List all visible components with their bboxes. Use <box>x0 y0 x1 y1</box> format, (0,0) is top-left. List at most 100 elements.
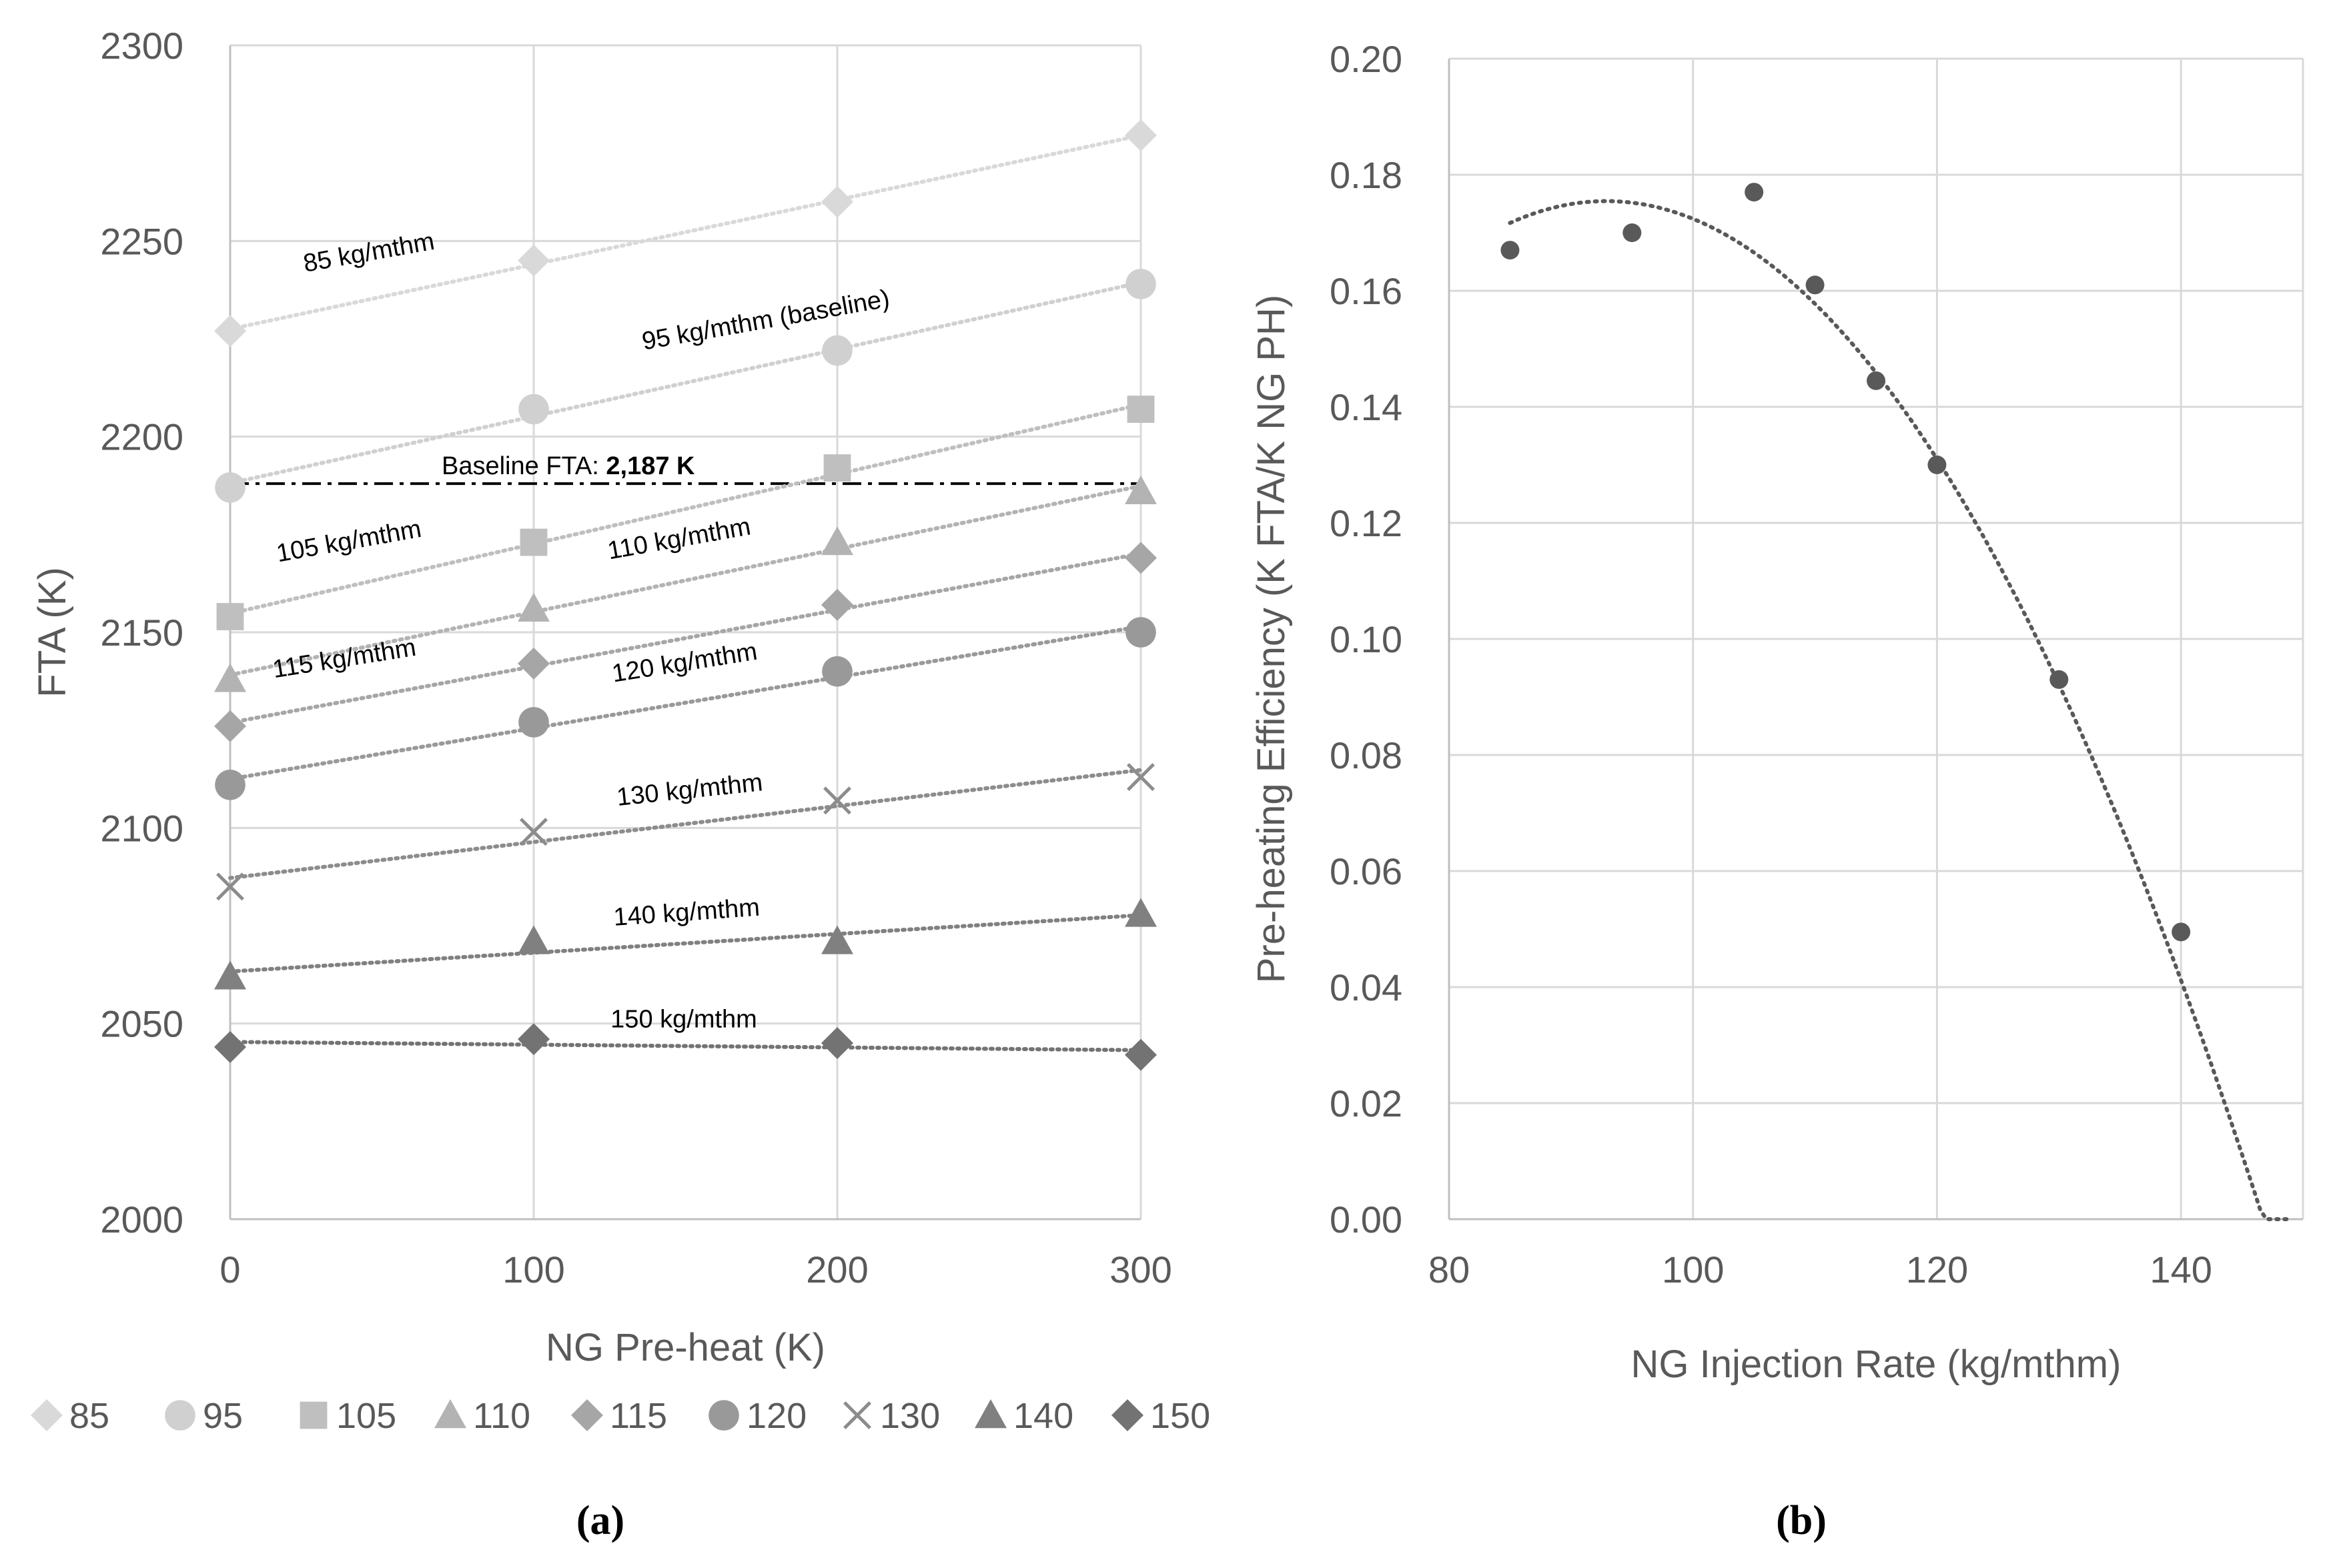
chart-a-y-tick-label: 2000 <box>100 1199 183 1241</box>
chart-a-point-130-0 <box>216 872 244 901</box>
chart-a-point-95-300 <box>1125 269 1156 299</box>
chart-a-point-130-100-stroke-2 <box>520 818 548 846</box>
chart-a-y-tick-label: 2300 <box>100 25 183 67</box>
chart-a-point-150-200 <box>821 1027 853 1059</box>
chart-b-x-tick-label: 140 <box>2150 1249 2212 1291</box>
chart-a-series-lines <box>228 133 1143 1052</box>
chart-a-x-tick-label: 0 <box>219 1249 240 1291</box>
chart-a-point-110-200 <box>821 526 853 556</box>
chart-a-series-label-130: 130 kg/mthm <box>615 768 764 812</box>
chart-a-point-130-100 <box>520 818 548 846</box>
chart-a-legend-marker-110 <box>434 1399 466 1429</box>
chart-a-point-110-0 <box>214 663 246 692</box>
chart-b-y-tick-label: 0.06 <box>1330 850 1402 892</box>
chart-a-y-tick-label: 2150 <box>100 612 183 654</box>
chart-a-series-label-105: 105 kg/mthm <box>274 515 424 568</box>
chart-a-legend-label-115: 115 <box>610 1396 667 1436</box>
chart-a-point-130-0-stroke-2 <box>216 872 244 901</box>
chart-a-point-140-300 <box>1125 898 1157 927</box>
chart-b-x-axis-title: NG Injection Rate (kg/mthm) <box>1631 1343 2122 1386</box>
chart-a-point-130-200-stroke-2 <box>823 786 851 815</box>
chart-a-legend-marker-115 <box>571 1399 603 1431</box>
chart-a-point-85-0 <box>214 315 246 347</box>
chart-b-point-105 <box>1745 183 1764 202</box>
chart-a-baseline: Baseline FTA: 2,187 K <box>230 452 1141 486</box>
chart-a-legend-label-95: 95 <box>203 1396 243 1436</box>
chart-a-legend-label-110: 110 <box>473 1396 530 1436</box>
chart-a-trendline-95 <box>228 280 1143 486</box>
chart-a-legend-label-85: 85 <box>69 1396 109 1436</box>
chart-a-legend-label-140: 140 <box>1013 1396 1073 1436</box>
chart-a-trendline-105 <box>228 402 1143 616</box>
chart-a-y-tick-label: 2100 <box>100 807 183 849</box>
chart-b-axes <box>1448 59 2303 1221</box>
chart-b-point-95 <box>1622 223 1642 242</box>
chart-a-point-105-300 <box>1127 396 1155 423</box>
chart-b-tick-labels: 0.00 0.02 0.04 0.06 0.08 0.10 0.12 0.14 0.16 0.18… <box>1330 38 2212 1291</box>
chart-b-point-130 <box>2049 670 2069 689</box>
chart-a-point-85-300 <box>1125 119 1157 151</box>
chart-a-series-label-150: 150 kg/mthm <box>610 1005 757 1033</box>
chart-a-point-110-300 <box>1125 475 1157 504</box>
chart-a-point-140-200 <box>821 925 853 954</box>
chart-b-point-85 <box>1500 241 1520 260</box>
chart-b-x-tick-label: 80 <box>1428 1249 1470 1291</box>
chart-a-legend-label-130: 130 <box>880 1396 940 1436</box>
chart-b-panel-label: (b) <box>1776 1498 1827 1543</box>
chart-b-point-120 <box>1927 456 1947 474</box>
chart-a-point-115-200 <box>821 588 853 621</box>
chart-a-point-115-0 <box>214 710 246 742</box>
chart-a-legend: 85 95 105 110 115 120 130 140 150 <box>31 1396 1210 1436</box>
chart-a-point-105-100 <box>520 528 548 556</box>
chart-a-y-tick-label: 2250 <box>100 220 183 262</box>
chart-b-y-tick-label: 0.18 <box>1330 154 1402 196</box>
chart-b-y-tick-label: 0.00 <box>1330 1199 1402 1241</box>
chart-a-tick-labels: 2000 2050 2100 2150 2200 2250 2300 0 100 200 300 <box>100 25 1172 1291</box>
chart-b-y-tick-label: 0.02 <box>1330 1082 1402 1124</box>
chart-a-legend-marker-130-stroke-2 <box>843 1401 871 1429</box>
chart-a-point-150-0 <box>214 1030 246 1063</box>
chart-a-baseline-label-value: 2,187 K <box>606 452 695 480</box>
chart-b-points <box>1500 183 2191 942</box>
chart-a-point-130-300 <box>1127 763 1155 792</box>
chart-a-point-130-300-stroke-2 <box>1127 763 1155 792</box>
chart-a-legend-marker-105 <box>300 1401 328 1429</box>
chart-a-panel-label: (a) <box>576 1498 624 1543</box>
chart-a-series-label-140: 140 kg/mthm <box>612 894 761 932</box>
chart-b-y-tick-label: 0.16 <box>1330 270 1402 312</box>
chart-b-y-tick-label: 0.10 <box>1330 618 1402 660</box>
chart-a-point-120-200 <box>822 656 853 687</box>
chart-a-point-140-100 <box>518 925 550 954</box>
chart-a-series-label-115: 115 kg/mthm <box>271 634 418 684</box>
chart-b: 0.00 0.02 0.04 0.06 0.08 0.10 0.12 0.14 0.16 0.18… <box>1250 38 2304 1543</box>
chart-a-legend-marker-85 <box>31 1399 63 1431</box>
chart-a-x-axis-title: NG Pre-heat (K) <box>546 1326 825 1369</box>
chart-a-axes <box>229 45 1141 1221</box>
chart-b-x-tick-label: 100 <box>1662 1249 1724 1291</box>
chart-a-x-tick-label: 100 <box>502 1249 564 1291</box>
chart-a-trendline-85 <box>228 133 1143 331</box>
chart-a-y-tick-label: 2050 <box>100 1003 183 1045</box>
chart-a-point-95-0 <box>215 472 246 503</box>
chart-a-point-130-200 <box>823 786 851 815</box>
chart-a-series-label-120: 120 kg/mthm <box>610 638 759 688</box>
chart-b-trendline <box>1508 199 2293 1221</box>
chart-a-trendline-115 <box>228 552 1143 725</box>
chart-b-y-tick-label: 0.12 <box>1330 502 1402 544</box>
chart-a-point-95-200 <box>822 335 853 366</box>
chart-a-legend-marker-150 <box>1111 1399 1143 1431</box>
chart-a-trendline-130 <box>228 768 1143 880</box>
chart-a-point-105-0 <box>216 603 244 630</box>
chart-a-legend-marker-95 <box>165 1400 195 1431</box>
chart-a-point-110-100 <box>518 592 550 622</box>
chart-a-series-markers <box>214 119 1157 1071</box>
chart-a-y-tick-label: 2200 <box>100 416 183 458</box>
chart-b-trendline-path <box>1508 199 2293 1221</box>
chart-a-legend-label-120: 120 <box>747 1396 807 1436</box>
chart-a-trendline-150 <box>228 1040 1143 1052</box>
chart-a-x-tick-label: 200 <box>806 1249 868 1291</box>
chart-a-point-120-0 <box>215 770 246 800</box>
chart-b-point-140 <box>2172 922 2191 942</box>
chart-b-y-tick-label: 0.04 <box>1330 966 1402 1008</box>
